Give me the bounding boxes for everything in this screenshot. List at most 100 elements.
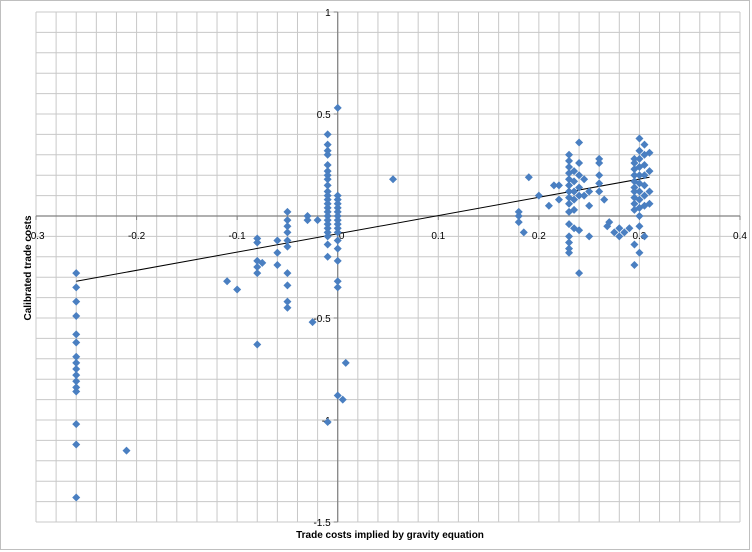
data-point (338, 395, 347, 404)
data-point (575, 171, 584, 180)
data-point (253, 269, 262, 278)
data-point (323, 418, 332, 427)
data-point (72, 311, 81, 320)
data-point (645, 167, 654, 176)
data-point (600, 195, 609, 204)
data-point (333, 244, 342, 253)
y-tick-label: 0.5 (317, 110, 331, 121)
data-point (565, 248, 574, 257)
data-point (565, 232, 574, 241)
data-point (323, 171, 332, 180)
data-point (595, 179, 604, 188)
data-point (72, 365, 81, 373)
data-point (554, 181, 563, 190)
data-point (565, 156, 574, 165)
data-point (575, 138, 584, 147)
data-point (640, 181, 649, 190)
data-point (323, 207, 332, 216)
data-point (575, 183, 584, 192)
data-point (595, 187, 604, 196)
data-point (72, 330, 81, 339)
data-point (323, 220, 332, 229)
data-point (283, 242, 292, 251)
data-point (283, 281, 292, 290)
data-point (253, 340, 262, 349)
data-point (323, 224, 332, 233)
data-point (630, 199, 639, 208)
data-point (323, 140, 332, 149)
data-point (333, 277, 342, 286)
data-point (323, 203, 332, 212)
data-point (635, 222, 644, 231)
data-point (283, 207, 292, 216)
data-point (565, 199, 574, 208)
data-point (303, 212, 312, 220)
data-point (323, 167, 332, 176)
data-point (570, 177, 579, 186)
data-point (333, 391, 342, 400)
data-point (323, 150, 332, 159)
data-point (635, 134, 644, 143)
data-point (565, 220, 574, 229)
data-point (72, 283, 81, 292)
data-point (333, 256, 342, 265)
data-point (565, 238, 574, 247)
data-point (333, 195, 342, 204)
data-point (640, 140, 649, 149)
x-tick-label: 0.1 (431, 231, 445, 242)
data-point (333, 236, 342, 245)
data-point (283, 222, 292, 231)
data-point (283, 303, 292, 312)
data-point (524, 173, 533, 182)
data-point (645, 199, 654, 208)
data-point (514, 207, 523, 216)
x-tick-label: 0.2 (532, 231, 546, 242)
data-point (549, 181, 558, 190)
data-point (514, 218, 523, 227)
data-point (323, 191, 332, 200)
data-point (323, 212, 332, 220)
data-point (333, 199, 342, 208)
data-point (233, 285, 242, 294)
data-point (273, 260, 282, 269)
data-point (630, 154, 639, 163)
data-point (283, 269, 292, 278)
data-point (323, 130, 332, 139)
data-point (122, 446, 131, 455)
data-point (333, 283, 342, 292)
data-point (333, 191, 342, 200)
data-point (625, 224, 634, 233)
data-point (323, 216, 332, 225)
data-point (72, 383, 81, 392)
data-point (595, 171, 604, 180)
data-point (72, 269, 81, 278)
x-tick-label: -0.1 (229, 231, 247, 242)
data-point (323, 187, 332, 196)
data-point (72, 358, 81, 367)
data-point (630, 183, 639, 192)
data-point (283, 297, 292, 306)
data-point (640, 161, 649, 169)
data-point (544, 201, 553, 210)
data-point (580, 191, 589, 200)
data-point (615, 224, 624, 233)
data-point (630, 187, 639, 196)
data-point (635, 248, 644, 257)
data-point (313, 216, 322, 225)
data-point (323, 161, 332, 169)
data-point (308, 318, 317, 327)
x-tick-label: -0.3 (27, 231, 45, 242)
data-point (595, 158, 604, 167)
data-point (565, 244, 574, 253)
data-point (635, 195, 644, 204)
y-tick-label: -0.5 (313, 314, 331, 325)
y-tick-label: -1.5 (313, 518, 331, 529)
data-point (323, 181, 332, 190)
data-point (253, 238, 262, 247)
data-point (575, 191, 584, 200)
data-point (635, 154, 644, 163)
data-point (635, 212, 644, 220)
data-point (565, 187, 574, 196)
data-point (630, 158, 639, 167)
